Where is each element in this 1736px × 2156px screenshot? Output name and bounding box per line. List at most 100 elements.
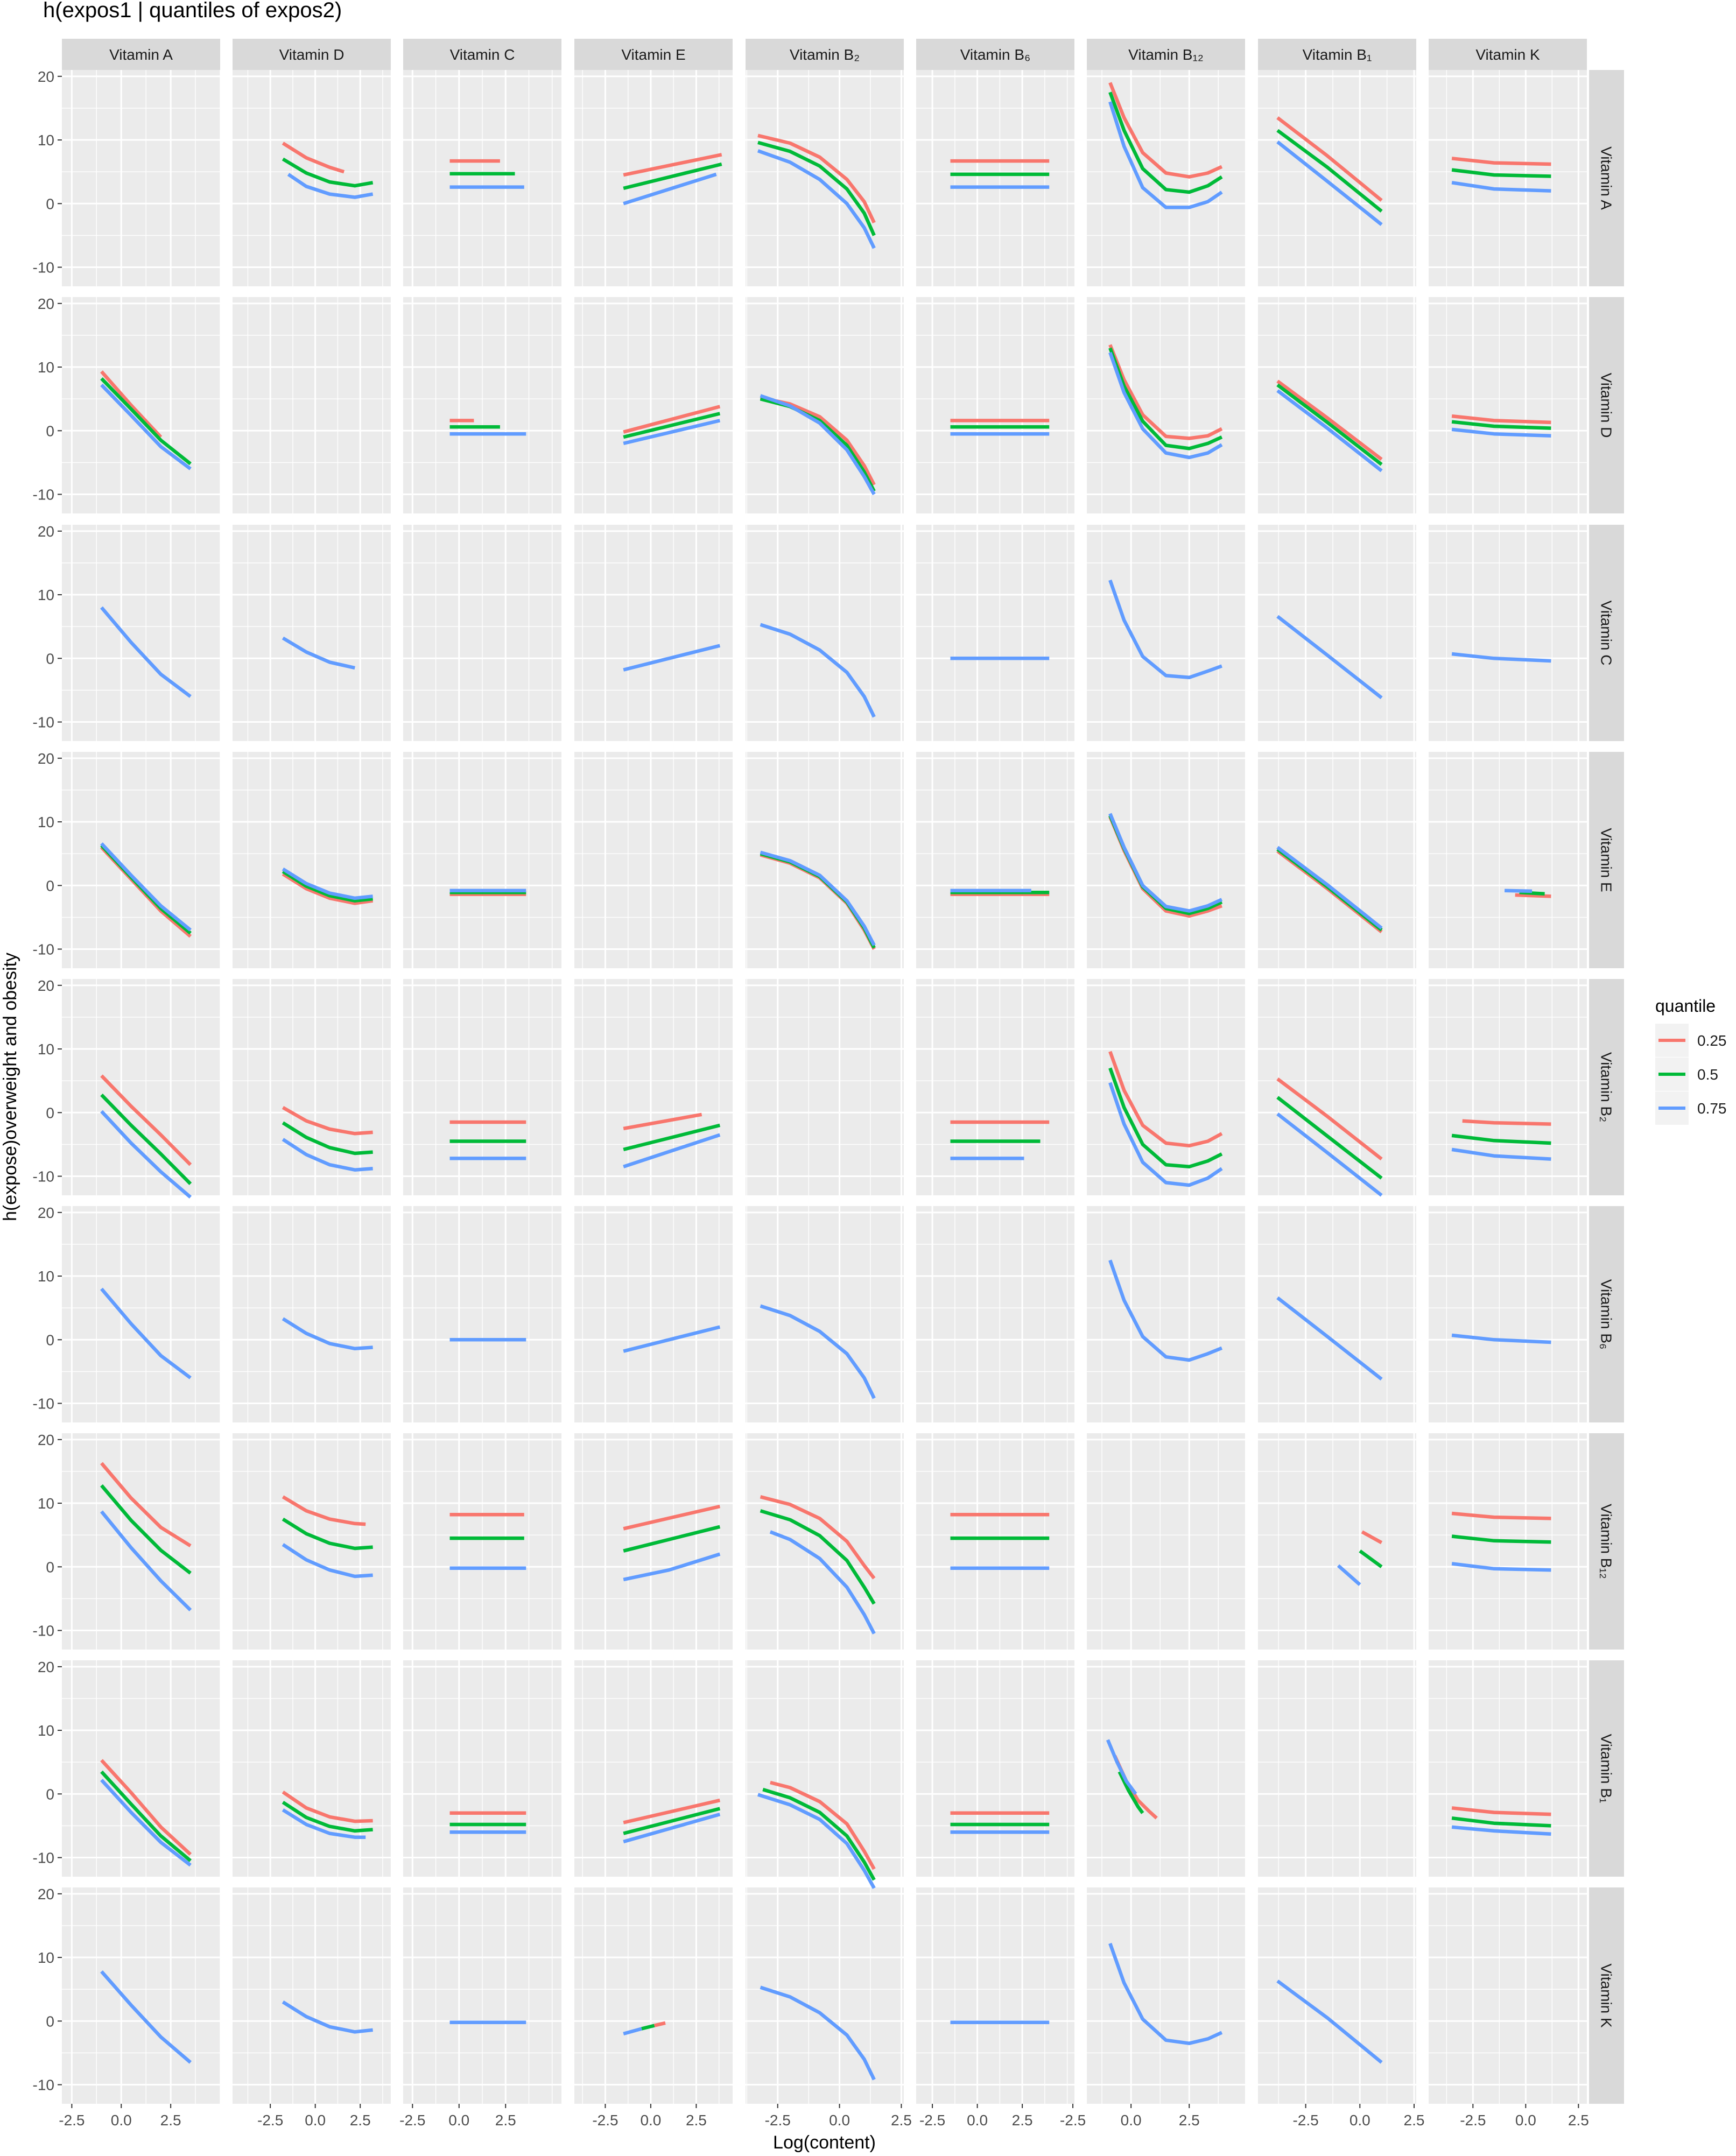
panel [916, 1660, 1074, 1877]
series-line-q05 [1451, 420, 1551, 430]
series-line-q05 [757, 140, 876, 236]
panel-background [233, 979, 391, 1195]
y-tick-label: 20 [38, 1204, 54, 1221]
panel [1258, 1206, 1416, 1422]
series-line-q075 [623, 644, 721, 672]
column-strip-label: Vitamin B₁₂ [1128, 46, 1204, 63]
series-line-q025 [1361, 1530, 1383, 1545]
panel [916, 752, 1074, 968]
x-tick-label: 2.5 [1568, 2112, 1589, 2129]
series-line-q025 [623, 1504, 721, 1531]
panel-background [62, 525, 220, 741]
panel-background [1087, 1206, 1245, 1422]
series-line-q025 [770, 1780, 876, 1870]
column-strip-label: Vitamin B₂ [790, 46, 860, 63]
series-line-q075 [282, 636, 355, 670]
series-line-q075 [100, 1110, 192, 1199]
series-line-q025 [1276, 116, 1383, 202]
panel [62, 752, 221, 968]
series-line-q075 [282, 1317, 373, 1351]
x-tick-label: -2.5 [1460, 2112, 1486, 2129]
row-strip [1589, 1433, 1624, 1650]
panel [62, 979, 221, 1195]
series-line-q075 [100, 1287, 192, 1379]
row-strip-label: Vitamin E [1598, 828, 1615, 892]
panel [746, 1433, 904, 1650]
panel [916, 979, 1074, 1195]
panel [574, 1433, 733, 1650]
legend-label: 0.25 [1697, 1032, 1727, 1049]
column-strip [746, 39, 904, 70]
row-strip [1589, 1660, 1624, 1877]
panel-background [1087, 1887, 1245, 2104]
series-line-q025 [1276, 1077, 1383, 1161]
panel [233, 979, 391, 1195]
panel [574, 525, 733, 741]
labels-layer: Vitamin A Vitamin D Vitamin C Vitamin E Vita… [0, 39, 1624, 2153]
panel [233, 1206, 391, 1422]
panel-background [916, 1433, 1074, 1650]
row-strip [1589, 1887, 1624, 2104]
series-line-q075 [623, 1552, 721, 1582]
series-line-q05 [623, 1807, 721, 1835]
panel-background [1429, 1887, 1587, 2104]
panel [1258, 525, 1416, 741]
panel-background [574, 525, 733, 741]
series-line-q025 [623, 1798, 721, 1824]
panel [1429, 1206, 1587, 1422]
series-line-q05 [100, 1770, 192, 1862]
panel [62, 297, 221, 513]
series-line-q05 [1276, 129, 1383, 213]
panel [1429, 297, 1587, 513]
x-tick-label: -2.5 [257, 2112, 283, 2129]
series-line-q025 [100, 1759, 192, 1856]
panel [62, 1206, 221, 1422]
series-line-q075 [757, 1793, 876, 1889]
x-tick-label: -2.5 [1060, 2112, 1086, 2129]
panel [1429, 525, 1587, 741]
panel-background [233, 525, 391, 741]
series-line-q075 [1106, 1739, 1137, 1795]
y-tick-label: 20 [38, 1432, 54, 1448]
y-tick-label: 10 [38, 359, 54, 376]
y-tick-label: 10 [38, 1268, 54, 1285]
series-line-q025 [282, 872, 374, 905]
y-tick-label: -10 [33, 487, 54, 503]
series-line-q025 [1515, 893, 1551, 898]
panel [1429, 1887, 1587, 2104]
panel-background [574, 1433, 733, 1650]
series-line-q075 [1108, 813, 1223, 913]
y-tick-label: 0 [46, 2013, 54, 2030]
panel [233, 1887, 391, 2104]
y-tick-label: 10 [38, 1041, 54, 1058]
panel-background [916, 1206, 1074, 1422]
legend: quantile 0.25 0.5 0.75 [1655, 996, 1727, 1125]
column-strip-label: Vitamin B₆ [960, 46, 1031, 63]
panel [233, 525, 391, 741]
series-line-q025 [1108, 344, 1223, 440]
series-line-q075 [1276, 140, 1383, 226]
panel-background [574, 297, 733, 513]
panel [574, 1887, 733, 2104]
y-axis-title: h(expose)overweight and obesity [0, 953, 20, 1221]
series-line-q075 [623, 1812, 721, 1844]
series-line-q025 [282, 1791, 373, 1823]
series-line-q075 [1108, 351, 1223, 460]
series-line-q05 [100, 377, 192, 466]
series-line-q075 [623, 1133, 721, 1168]
series-line-q05 [623, 1123, 721, 1152]
series-line-q075 [1451, 1147, 1551, 1161]
y-tick-label: 0 [46, 422, 54, 439]
panel-background [233, 297, 391, 513]
panel-background [1258, 1206, 1416, 1422]
panel-background [574, 1206, 733, 1422]
panel [62, 1433, 221, 1650]
panel-background [62, 70, 220, 286]
series-line-q075 [1451, 1825, 1551, 1836]
row-strip-label: Vitamin B₁₂ [1598, 1504, 1615, 1579]
y-tick-label: 20 [38, 750, 54, 767]
x-tick-label: 2.5 [686, 2112, 707, 2129]
y-tick-label: -10 [33, 1168, 54, 1185]
panel [403, 297, 561, 513]
panel [1087, 1206, 1245, 1422]
